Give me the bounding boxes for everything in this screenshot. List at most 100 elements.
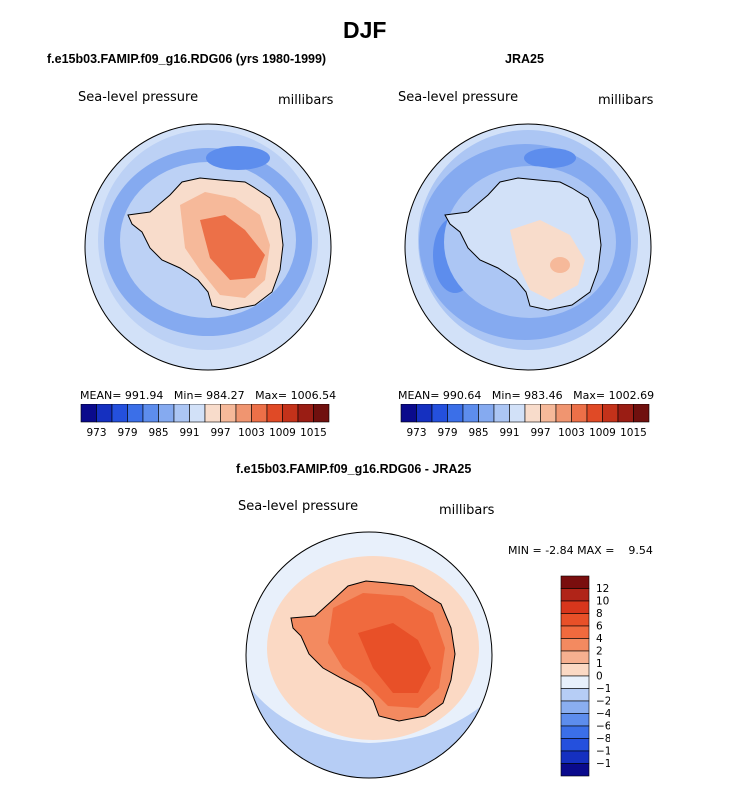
panel-1-colorbar-tick-label-3: 991 xyxy=(179,427,199,439)
panel-3-colorbar-swatch-13 xyxy=(560,738,590,752)
panel-2-colorbar-swatch-11 xyxy=(571,404,588,423)
panel-2-colorbar-swatch-15 xyxy=(633,404,650,423)
panel-1-colorbar-swatch-9 xyxy=(220,404,237,423)
panel-3-variable-label: Sea-level pressure xyxy=(238,499,359,514)
panel-2-land-core xyxy=(510,220,585,300)
panel-2-variable-label: Sea-level pressure xyxy=(398,90,519,105)
panel-1-stats: MEAN= 991.94 Min= 984.27 Max= 1006.54 xyxy=(80,389,337,402)
panel-2-colorbar-swatch-0 xyxy=(400,404,417,423)
panel-3-colorbar-tick-label-9: −2 xyxy=(596,696,610,708)
panel-2-colorbar-tick-label-7: 1015 xyxy=(620,427,647,439)
figure-title: DJF xyxy=(343,17,387,43)
panel-2-colorbar-swatch-4 xyxy=(462,404,479,423)
panel-3-colorbar-tick-label-10: −4 xyxy=(596,708,610,720)
panel-1-colorbar-swatch-11 xyxy=(251,404,268,423)
panel-1-colorbar-tick-label-1: 979 xyxy=(117,427,137,439)
panel-2-title: JRA25 xyxy=(505,52,544,66)
panel-1-colorbar-swatch-1 xyxy=(96,404,113,423)
panel-3-colorbar-swatch-6 xyxy=(560,650,590,664)
panel-2-colorbar-swatch-14 xyxy=(617,404,634,423)
panel-2-colorbar-swatch-10 xyxy=(555,404,572,423)
panel-3-colorbar-tick-label-14: −12 xyxy=(596,758,610,770)
panel-1-colorbar-swatch-3 xyxy=(127,404,144,423)
panel-2-colorbar-swatch-6 xyxy=(493,404,510,423)
panel-2-field-deep-low-north xyxy=(524,148,576,168)
panel-1-colorbar-swatch-15 xyxy=(313,404,330,423)
panel-3-colorbar-swatch-7 xyxy=(560,663,590,677)
panel-1-units-label: millibars xyxy=(278,93,334,108)
panel-3-colorbar-tick-label-6: 1 xyxy=(596,658,603,670)
panel-3-land-peak xyxy=(358,623,431,693)
panel-3-colorbar-swatch-3 xyxy=(560,613,590,627)
panel-2-colorbar-tick-label-0: 973 xyxy=(406,427,426,439)
panel-2-colorbar-swatch-3 xyxy=(447,404,464,423)
panel-3-colorbar-swatch-11 xyxy=(560,713,590,727)
panel-2-colorbar-swatch-2 xyxy=(431,404,448,423)
panel-3-colorbar-tick-label-7: 0 xyxy=(596,671,603,683)
panel-2-colorbar-swatch-9 xyxy=(540,404,557,423)
panel-2-units-label: millibars xyxy=(598,93,654,108)
panel-1-colorbar-swatch-0 xyxy=(80,404,97,423)
panel-2-colorbar-tick-label-2: 985 xyxy=(468,427,488,439)
panel-2-colorbar-tick-label-3: 991 xyxy=(499,427,519,439)
panel-2-colorbar-swatch-7 xyxy=(509,404,526,423)
panel-3-colorbar-swatch-1 xyxy=(560,588,590,602)
panel-3-units-label: millibars xyxy=(439,503,495,518)
panel-1-colorbar-swatch-7 xyxy=(189,404,206,423)
panel-3-colorbar-swatch-2 xyxy=(560,600,590,614)
panel-1-variable-label: Sea-level pressure xyxy=(78,90,199,105)
panel-3-stats: MIN = -2.84 MAX = 9.54 xyxy=(508,544,653,557)
panel-3-colorbar-swatch-12 xyxy=(560,725,590,739)
panel-3-title: f.e15b03.FAMIP.f09_g16.RDG06 - JRA25 xyxy=(236,462,472,476)
panel-3-colorbar-tick-label-8: −1 xyxy=(596,683,610,695)
panel-1-colorbar: 973 979 985 991 997 1003 1009 1015 xyxy=(80,404,330,439)
panel-1-colorbar-swatch-8 xyxy=(204,404,221,423)
panel-3-colorbar-swatch-8 xyxy=(560,675,590,689)
panel-2-colorbar-tick-label-4: 997 xyxy=(530,427,550,439)
panel-1-colorbar-swatch-5 xyxy=(158,404,175,423)
panel-2-colorbar-swatch-12 xyxy=(586,404,603,423)
panel-2-colorbar-swatch-1 xyxy=(416,404,433,423)
panel-3-colorbar-swatch-10 xyxy=(560,700,590,714)
panel-1-field-deep-low xyxy=(206,146,270,170)
panel-1-title: f.e15b03.FAMIP.f09_g16.RDG06 (yrs 1980-1… xyxy=(47,52,327,66)
panel-3-colorbar-swatch-9 xyxy=(560,688,590,702)
panel-1-colorbar-swatch-4 xyxy=(142,404,159,423)
panel-1-colorbar-tick-label-2: 985 xyxy=(148,427,168,439)
panel-1-colorbar-swatch-10 xyxy=(235,404,252,423)
panel-1-colorbar-swatch-2 xyxy=(111,404,128,423)
panel-1-colorbar-tick-label-4: 997 xyxy=(210,427,230,439)
panel-3-polar-map xyxy=(245,531,493,779)
panel-1-colorbar-tick-label-7: 1015 xyxy=(300,427,327,439)
panel-2-colorbar-swatch-8 xyxy=(524,404,541,423)
panel-1-land-peak xyxy=(200,215,265,280)
panel-3-colorbar-tick-label-12: −8 xyxy=(596,733,610,745)
panel-3-colorbar-swatch-15 xyxy=(560,763,590,777)
panel-3-colorbar-tick-label-0: 12 xyxy=(596,583,609,595)
panel-2-colorbar-swatch-5 xyxy=(478,404,495,423)
panel-2-land-peak xyxy=(550,257,570,273)
panel-3-colorbar-swatch-5 xyxy=(560,638,590,652)
panel-3-colorbar-tick-label-11: −6 xyxy=(596,721,610,733)
panel-2-polar-map xyxy=(404,123,652,371)
panel-3-colorbar-tick-label-4: 4 xyxy=(596,633,603,645)
panel-2-colorbar: 973 979 985 991 997 1003 1009 1015 xyxy=(400,404,650,439)
panel-1-colorbar-swatch-12 xyxy=(266,404,283,423)
panel-3-colorbar-tick-label-3: 6 xyxy=(596,621,603,633)
panel-1-colorbar-tick-label-6: 1009 xyxy=(269,427,296,439)
panel-2-colorbar-tick-label-6: 1009 xyxy=(589,427,616,439)
panel-3-colorbar-tick-label-5: 2 xyxy=(596,646,603,658)
panel-1-colorbar-tick-label-5: 1003 xyxy=(238,427,265,439)
panel-1-colorbar-swatch-6 xyxy=(173,404,190,423)
panel-3-colorbar-tick-label-1: 10 xyxy=(596,596,609,608)
panel-3-colorbar-swatch-0 xyxy=(560,575,590,589)
panel-1-polar-map xyxy=(84,123,332,371)
panel-3-colorbar-swatch-4 xyxy=(560,625,590,639)
panel-2-stats: MEAN= 990.64 Min= 983.46 Max= 1002.69 xyxy=(398,389,655,402)
panel-2-colorbar-tick-label-5: 1003 xyxy=(558,427,585,439)
panel-1-colorbar-swatch-14 xyxy=(297,404,314,423)
panel-3-colorbar-tick-label-13: −10 xyxy=(596,746,610,758)
panel-2-colorbar-tick-label-1: 979 xyxy=(437,427,457,439)
panel-3-colorbar-swatch-14 xyxy=(560,750,590,764)
